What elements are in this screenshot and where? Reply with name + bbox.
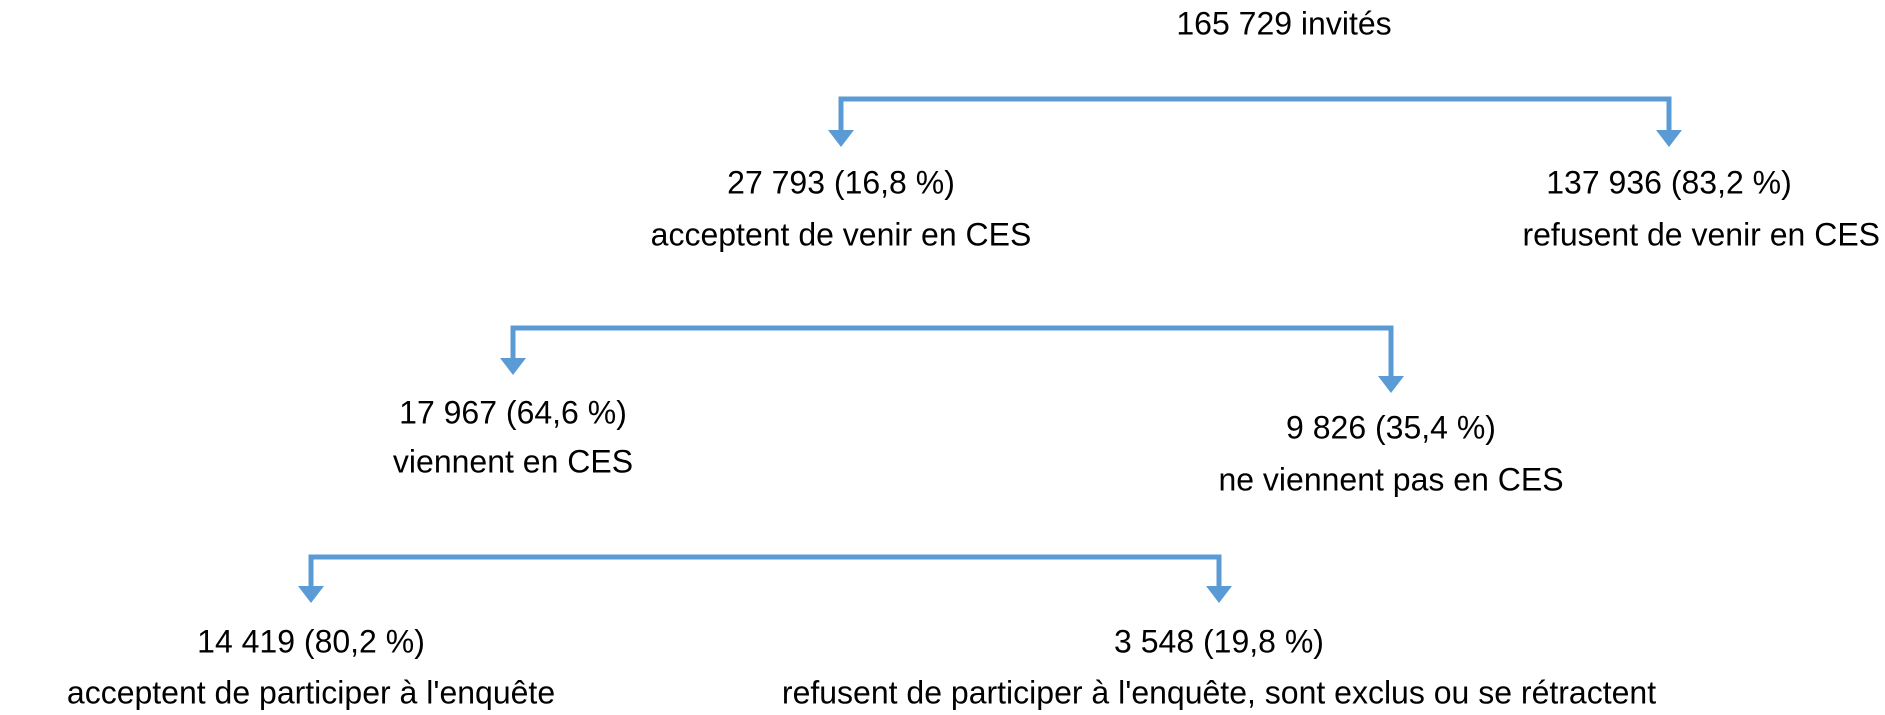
connector [298, 554, 1232, 603]
node-desc: ne viennent pas en CES [1218, 461, 1563, 497]
connector [500, 325, 1404, 393]
node-desc: refusent de participer à l'enquête, sont… [782, 674, 1656, 710]
node-count: 3 548 (19,8 %) [1114, 623, 1324, 659]
node-desc: viennent en CES [393, 443, 633, 479]
node-count: 14 419 (80,2 %) [197, 623, 425, 659]
node-desc: acceptent de participer à l'enquête [67, 674, 555, 710]
node-count: 9 826 (35,4 %) [1286, 409, 1496, 445]
node-count: 137 936 (83,2 %) [1546, 164, 1792, 200]
connector [828, 96, 1682, 147]
node-count: 27 793 (16,8 %) [727, 164, 955, 200]
root-label: 165 729 invités [1176, 5, 1391, 41]
node-desc: refusent de venir en CES [1522, 216, 1880, 252]
node-count: 17 967 (64,6 %) [399, 394, 627, 430]
node-desc: acceptent de venir en CES [651, 216, 1032, 252]
